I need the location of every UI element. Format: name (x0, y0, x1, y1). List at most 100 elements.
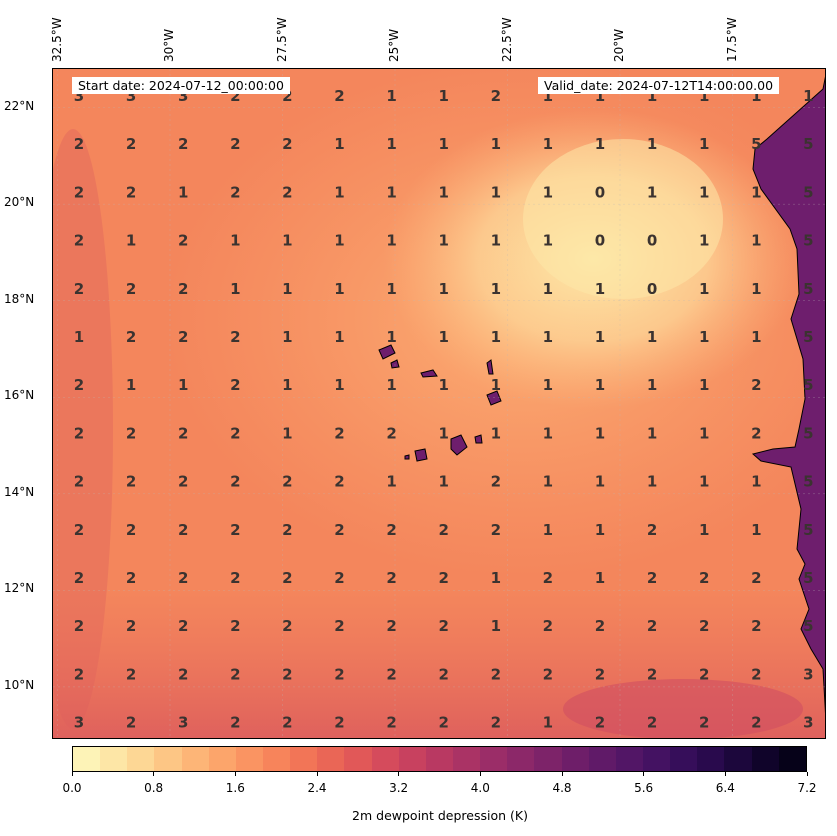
longitude-label: 25°W (387, 28, 401, 62)
point-value: 1 (386, 135, 396, 153)
point-value: 2 (491, 665, 501, 683)
point-value: 2 (751, 424, 761, 442)
point-value: 1 (334, 232, 344, 250)
point-value: 5 (803, 280, 813, 298)
boa-vista-island (486, 390, 502, 406)
colorbar-segment (317, 747, 345, 771)
point-value: 2 (74, 569, 84, 587)
longitude-label: 32.5°W (49, 17, 64, 62)
map-area[interactable]: 3 3 3 2 2 2 1 1 2 1 1 1 1 1 1 2 2 2 2 2 1 1 1 1 1 1 1 1 5 5 2 2 1 2 2 1 1 1 1 1… (52, 68, 826, 739)
point-value: 1 (230, 232, 240, 250)
point-value: 2 (491, 521, 501, 539)
point-value: 1 (699, 232, 709, 250)
point-value: 2 (230, 424, 240, 442)
colorbar-tick-label: 0.8 (144, 781, 164, 795)
colorbar-segment (642, 747, 671, 771)
point-value: 1 (699, 376, 709, 394)
colorbar-segment (534, 747, 562, 771)
point-value: 2 (438, 617, 448, 635)
colorbar-title: 2m dewpoint depression (K) (352, 808, 528, 823)
point-value: 1 (386, 87, 396, 105)
point-value: 1 (699, 328, 709, 346)
point-value: 2 (334, 617, 344, 635)
latitude-label: 16°N (4, 388, 35, 403)
colorbar-tick (806, 772, 808, 776)
point-value: 2 (543, 665, 553, 683)
point-value: 1 (647, 473, 657, 491)
point-value: 1 (751, 328, 761, 346)
colorbar-segment (235, 747, 263, 771)
point-value: 2 (178, 569, 188, 587)
point-value: 5 (803, 617, 813, 635)
point-value: 2 (74, 135, 84, 153)
colorbar-tick (234, 772, 236, 776)
point-value: 3 (178, 87, 188, 105)
latitude-label: 14°N (4, 484, 35, 499)
colorbar-tick-label: 5.6 (634, 781, 654, 795)
colorbar-segment (371, 747, 399, 771)
point-value: 2 (230, 87, 240, 105)
point-value: 2 (334, 424, 344, 442)
point-value: 2 (438, 665, 448, 683)
point-value: 1 (491, 569, 501, 587)
colorbar-segment (208, 747, 236, 771)
point-value: 2 (751, 617, 761, 635)
point-value: 2 (543, 617, 553, 635)
point-value: 2 (543, 569, 553, 587)
point-value: 1 (647, 87, 657, 105)
point-value: 5 (751, 135, 761, 153)
colorbar-segment (181, 747, 209, 771)
point-value: 2 (126, 328, 136, 346)
point-value: 2 (699, 617, 709, 635)
dry-region-inner (523, 139, 723, 299)
point-value: 2 (647, 665, 657, 683)
point-value: 1 (751, 521, 761, 539)
colorbar-tick (561, 772, 563, 776)
latitude-label: 18°N (4, 291, 35, 306)
point-value: 2 (282, 617, 292, 635)
point-value: 1 (386, 183, 396, 201)
point-value: 2 (282, 473, 292, 491)
point-value-labels: 3 3 3 2 2 2 1 1 2 1 1 1 1 1 1 2 2 2 2 2 1 1 1 1 1 1 1 1 5 5 2 2 1 2 2 1 1 1 1 1… (74, 87, 814, 732)
point-value: 1 (543, 135, 553, 153)
colorbar-segment (154, 747, 182, 771)
point-value: 5 (803, 473, 813, 491)
point-value: 2 (751, 665, 761, 683)
sao-nicolau-island (420, 369, 438, 378)
point-value: 1 (543, 521, 553, 539)
point-value: 1 (647, 183, 657, 201)
point-value: 1 (491, 232, 501, 250)
colorbar-tick (316, 772, 318, 776)
colorbar-segment (100, 747, 128, 771)
point-value: 1 (595, 569, 605, 587)
point-value: 1 (699, 135, 709, 153)
colorbar-segment (480, 747, 508, 771)
santo-antao-island (378, 344, 396, 360)
point-value: 2 (334, 714, 344, 732)
point-value: 1 (699, 521, 709, 539)
colorbar-segment (778, 747, 806, 771)
point-value: 2 (230, 617, 240, 635)
colorbar-tick-label: 1.6 (225, 781, 245, 795)
point-value: 2 (438, 569, 448, 587)
moist-patch-south (563, 679, 803, 738)
colorbar-segment (561, 747, 589, 771)
point-value: 2 (282, 135, 292, 153)
colorbar-tick-label: 0.0 (62, 781, 82, 795)
point-value: 2 (230, 473, 240, 491)
point-value: 1 (543, 473, 553, 491)
africa-coast-land (751, 76, 825, 714)
point-value: 1 (751, 232, 761, 250)
point-value: 1 (438, 135, 448, 153)
point-value: 3 (74, 714, 84, 732)
point-value: 1 (543, 714, 553, 732)
point-value: 1 (543, 280, 553, 298)
point-value: 1 (699, 280, 709, 298)
point-value: 5 (803, 569, 813, 587)
colorbar-tick (643, 772, 645, 776)
point-value: 2 (178, 328, 188, 346)
point-value: 2 (386, 424, 396, 442)
point-value: 1 (543, 183, 553, 201)
point-value: 1 (751, 473, 761, 491)
point-value: 1 (647, 424, 657, 442)
